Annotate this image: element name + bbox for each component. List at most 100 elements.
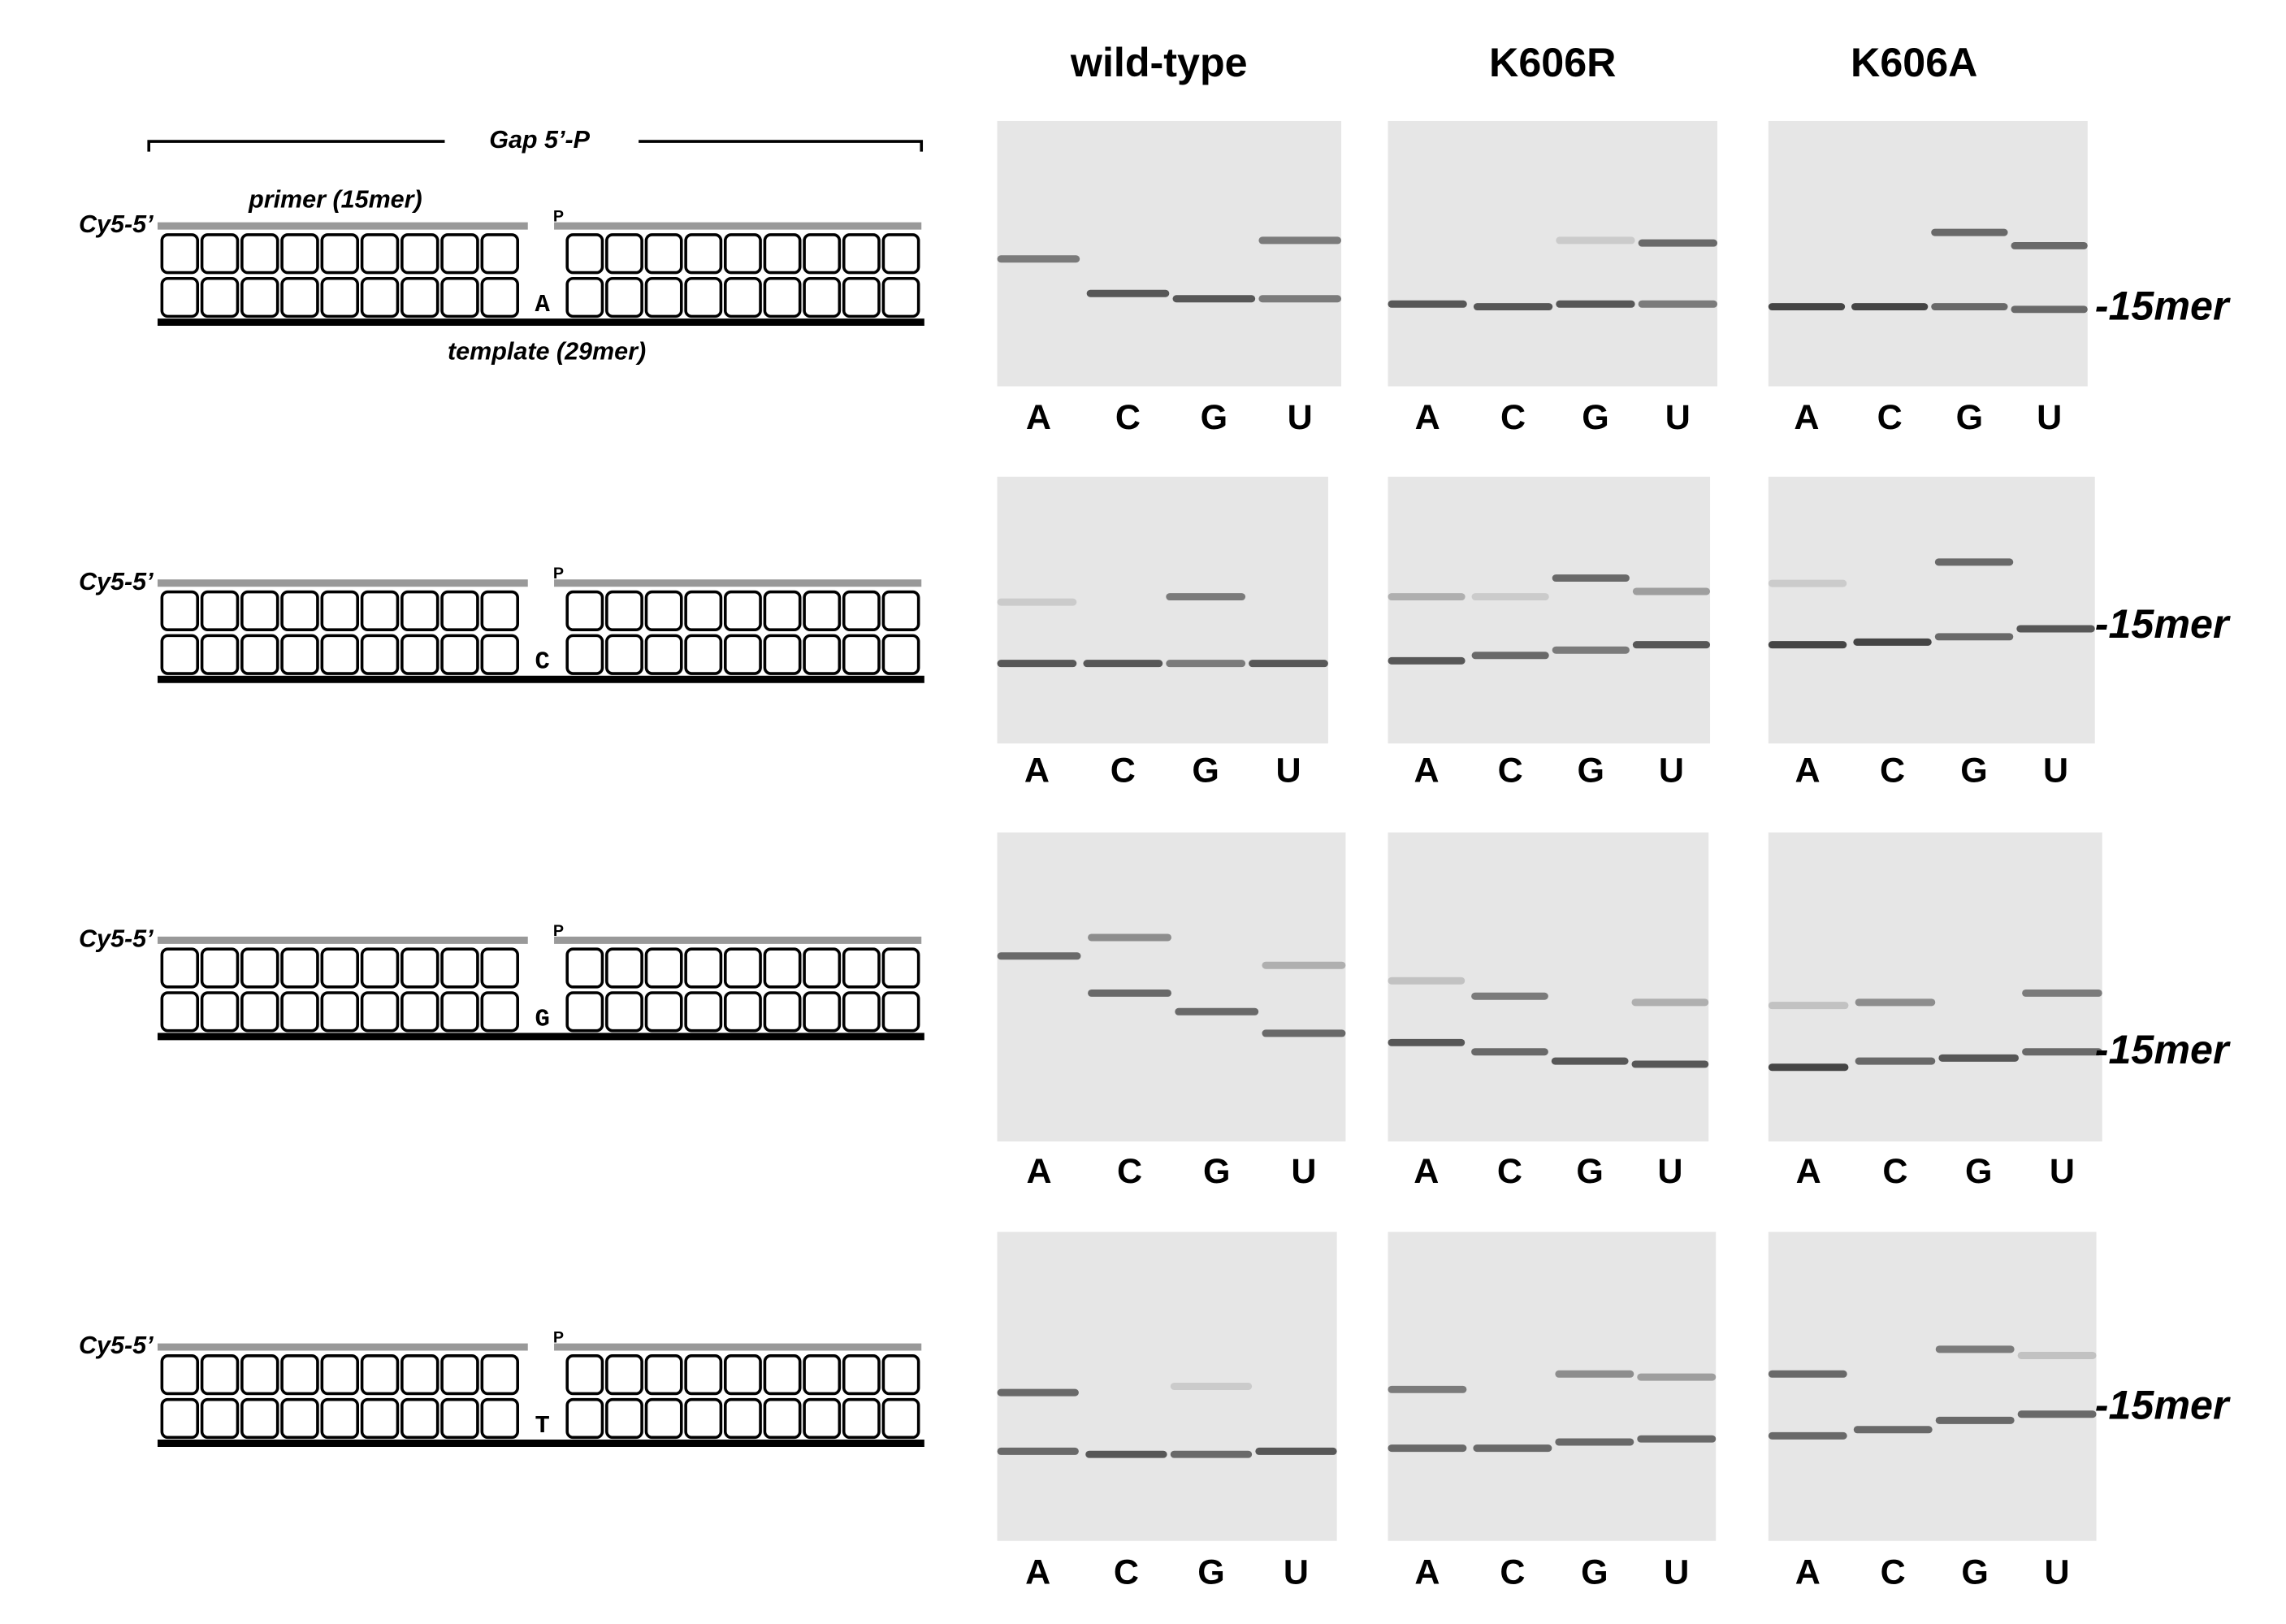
lane-label: C [1117,1152,1142,1191]
column-header: K606A [1851,40,1977,85]
gel-band [1085,1450,1167,1458]
lane-label: U [1291,1152,1316,1191]
template-base: A [535,292,551,319]
nucleotide-box [280,947,319,989]
gel-band [1166,660,1246,668]
gel-band [1768,641,1847,649]
gel-band [1552,646,1630,654]
phosphate-label: P [553,565,564,582]
nucleotide-box [842,634,881,675]
nucleotide-box [881,1354,920,1396]
nucleotide-box [280,276,319,318]
lane-label: C [1114,1553,1139,1592]
nucleotide-box [881,947,920,989]
nucleotide-box [842,1354,881,1396]
nucleotide-box [803,947,842,989]
nucleotide-box [605,991,643,1033]
nucleotide-box [881,634,920,675]
nucleotide-box [160,947,200,989]
nucleotide-box [842,590,881,631]
gel-band [1855,1057,1936,1065]
gel-band [1853,638,1932,646]
gel-band [1555,1370,1634,1378]
nucleotide-box [360,1397,400,1440]
nucleotide-box [763,947,802,989]
nucleotide-box [724,991,762,1033]
gel-band [2016,625,2095,633]
gel-band [1388,1038,1466,1046]
nucleotide-box [400,991,439,1033]
template-base: T [535,1413,550,1440]
gel-band [2017,1410,2097,1418]
nucleotide-box [440,947,479,989]
gel-band [1637,1435,1717,1443]
nucleotide-box [803,590,842,631]
nucleotide-box [440,276,479,318]
gel-band [1088,989,1171,997]
gel-band [1172,295,1256,303]
gel-band [1471,1048,1548,1056]
lane-label: U [1657,1152,1682,1191]
lane-label: G [1192,751,1219,790]
nucleotide-box [644,947,683,989]
lane-label: A [1794,398,1819,437]
gel-band [1258,295,1342,303]
nucleotide-box [763,1354,802,1396]
gel-band [1262,1029,1346,1037]
gel-band [1631,998,1709,1007]
nucleotide-box [763,1397,802,1440]
lane-label: C [1115,398,1141,437]
gel-band [2022,1048,2102,1056]
gel-band [1768,1370,1847,1378]
nucleotide-box [280,233,319,275]
size-marker: -15mer [2095,284,2231,329]
nucleotide-box [724,1397,762,1440]
nucleotide-box [605,276,643,318]
nucleotide-box [440,634,479,675]
nucleotide-box [684,991,723,1033]
nucleotide-box [160,276,200,318]
gel-band [997,255,1080,263]
gel-band [997,598,1077,606]
phosphate-label: P [553,922,564,940]
column-header: K606R [1489,40,1616,85]
nucleotide-box [360,991,400,1033]
nucleotide-box [440,991,479,1033]
nucleotide-box [881,276,920,318]
nucleotide-box [160,991,200,1033]
gel-panel [1768,120,2088,387]
nucleotide-box [160,233,200,275]
lane-label: G [1576,1152,1603,1191]
gel-band [1931,228,2008,236]
nucleotide-box [724,590,762,631]
lane-label: U [1659,751,1684,790]
nucleotide-box [605,233,643,275]
lane-label: C [1111,751,1136,790]
gel-band [1555,1438,1634,1446]
gel-band [1768,303,1846,311]
nucleotide-box [881,590,920,631]
lane-label: C [1881,1553,1906,1592]
gel-panel [997,476,1328,744]
nucleotide-box [605,1397,643,1440]
size-marker: -15mer [2095,1383,2231,1428]
nucleotide-box [842,233,881,275]
lane-label: A [1414,1152,1439,1191]
nucleotide-box [842,1397,881,1440]
lane-label: C [1882,1152,1907,1191]
gel-band [1631,1060,1709,1068]
nucleotide-box [605,1354,643,1396]
lane-label: G [1197,1553,1224,1592]
lane-label: C [1497,1152,1522,1191]
lane-label: A [1026,398,1051,437]
gel-band [1249,660,1328,668]
gap-label: Gap 5’-P [489,126,590,154]
gel-band [1638,300,1718,308]
lane-label: G [1965,1152,1992,1191]
nucleotide-box [400,590,439,631]
template-base: C [535,649,550,677]
nucleotide-box [280,1354,319,1396]
nucleotide-box [400,1397,439,1440]
nucleotide-box [200,947,240,989]
